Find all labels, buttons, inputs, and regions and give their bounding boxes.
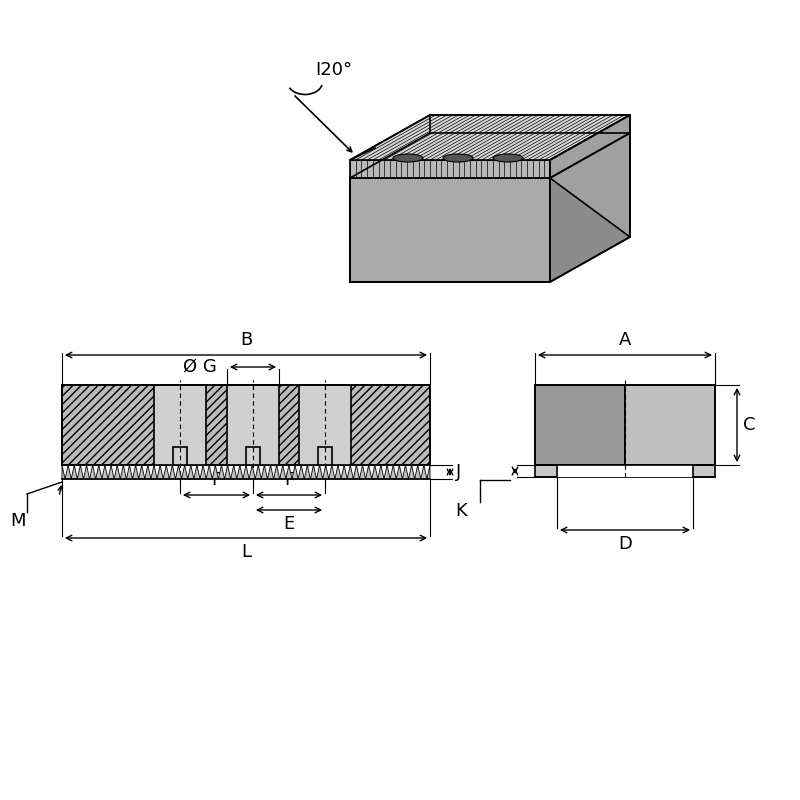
Bar bbox=[299, 385, 351, 465]
Text: F: F bbox=[284, 471, 294, 489]
Text: C: C bbox=[743, 416, 755, 434]
Bar bbox=[557, 465, 693, 477]
Ellipse shape bbox=[393, 154, 423, 162]
Polygon shape bbox=[550, 133, 630, 282]
Polygon shape bbox=[350, 160, 550, 178]
Text: D: D bbox=[618, 535, 632, 553]
Bar bbox=[173, 447, 187, 465]
Text: M: M bbox=[10, 512, 26, 530]
Bar bbox=[535, 385, 625, 465]
Text: F: F bbox=[211, 471, 222, 489]
Polygon shape bbox=[350, 133, 630, 178]
Text: E: E bbox=[283, 515, 294, 533]
Ellipse shape bbox=[443, 154, 473, 162]
Ellipse shape bbox=[493, 154, 523, 162]
Text: Ø G: Ø G bbox=[183, 358, 217, 376]
Text: K: K bbox=[455, 502, 467, 520]
Polygon shape bbox=[350, 115, 630, 160]
Bar bbox=[62, 385, 430, 465]
Text: B: B bbox=[240, 331, 252, 349]
Bar bbox=[625, 385, 715, 465]
Bar bbox=[318, 447, 332, 465]
Text: J: J bbox=[456, 463, 462, 481]
Text: I20°: I20° bbox=[315, 61, 352, 79]
Polygon shape bbox=[550, 115, 630, 237]
Bar bbox=[154, 385, 206, 465]
Polygon shape bbox=[350, 178, 550, 282]
Bar bbox=[62, 385, 430, 465]
Bar bbox=[227, 385, 279, 465]
Text: A: A bbox=[619, 331, 631, 349]
Bar bbox=[246, 447, 260, 465]
Polygon shape bbox=[62, 465, 430, 479]
Text: L: L bbox=[241, 543, 251, 561]
Bar bbox=[535, 465, 715, 477]
